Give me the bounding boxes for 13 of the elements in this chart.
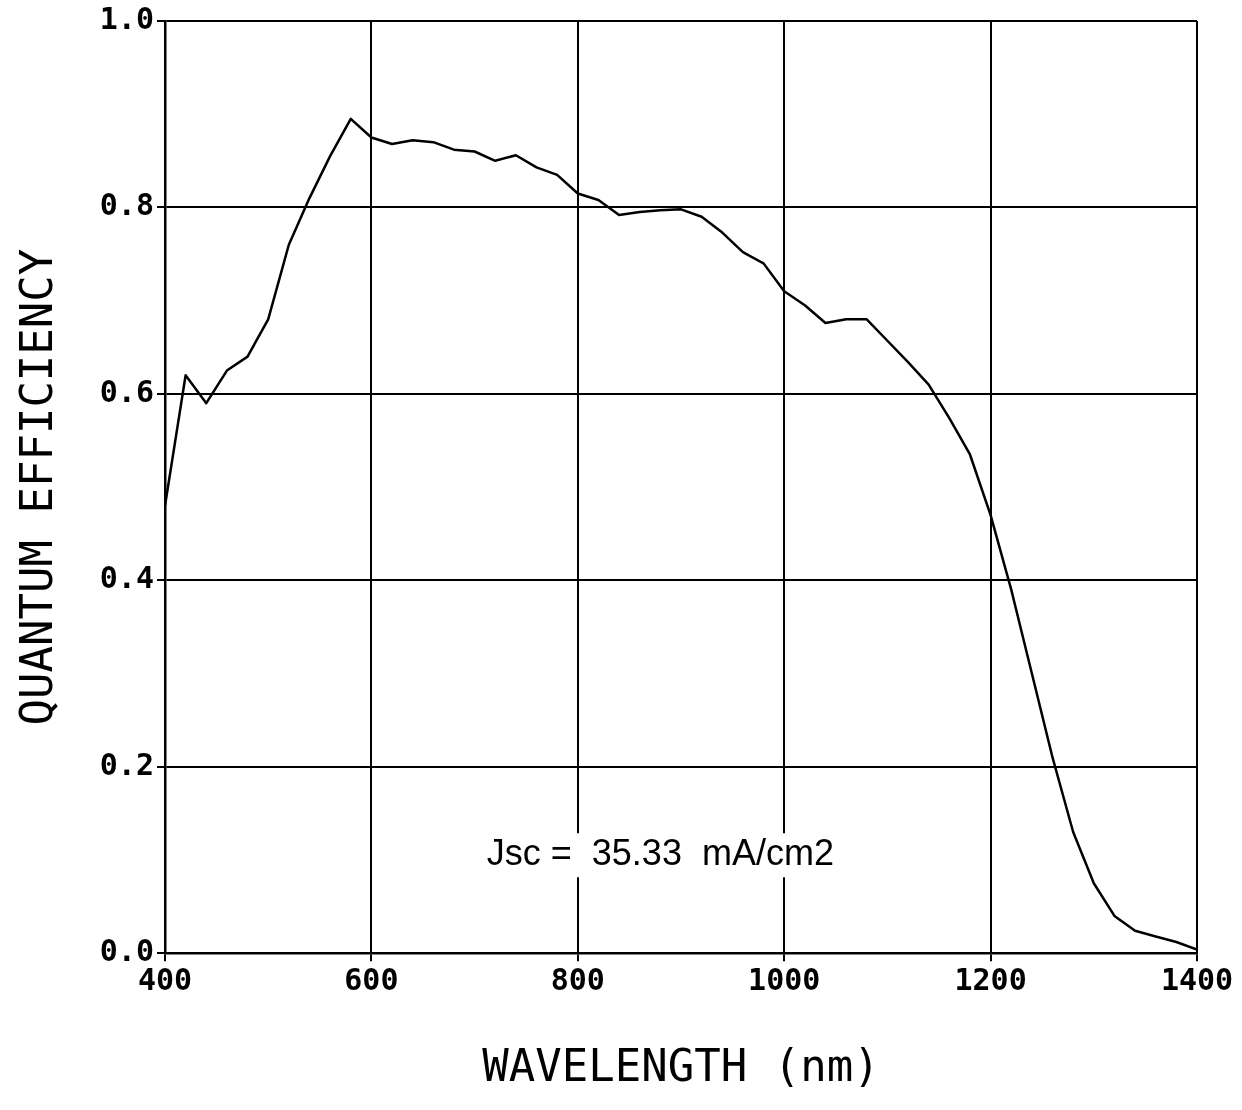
x-tick-label: 1400 <box>1160 962 1234 997</box>
y-tick-label: 0.2 <box>99 746 154 782</box>
y-tick-label: 1.0 <box>99 0 154 36</box>
x-tick-label: 600 <box>344 962 399 997</box>
x-tick-label: 1000 <box>748 962 821 997</box>
y-tick-label: 0.6 <box>99 373 154 409</box>
y-axis-title: QUANTUM EFFICIENCY <box>10 248 62 726</box>
x-tick-label: 1200 <box>954 962 1027 997</box>
x-axis-title: WAVELENGTH (nm) <box>482 1040 880 1092</box>
annotation: Jsc = 35.33 mA/cm2 <box>486 832 834 874</box>
x-tick-label: 800 <box>550 962 605 997</box>
y-tick-label: 0.8 <box>99 187 154 223</box>
y-tick-label: 0.4 <box>99 560 154 596</box>
